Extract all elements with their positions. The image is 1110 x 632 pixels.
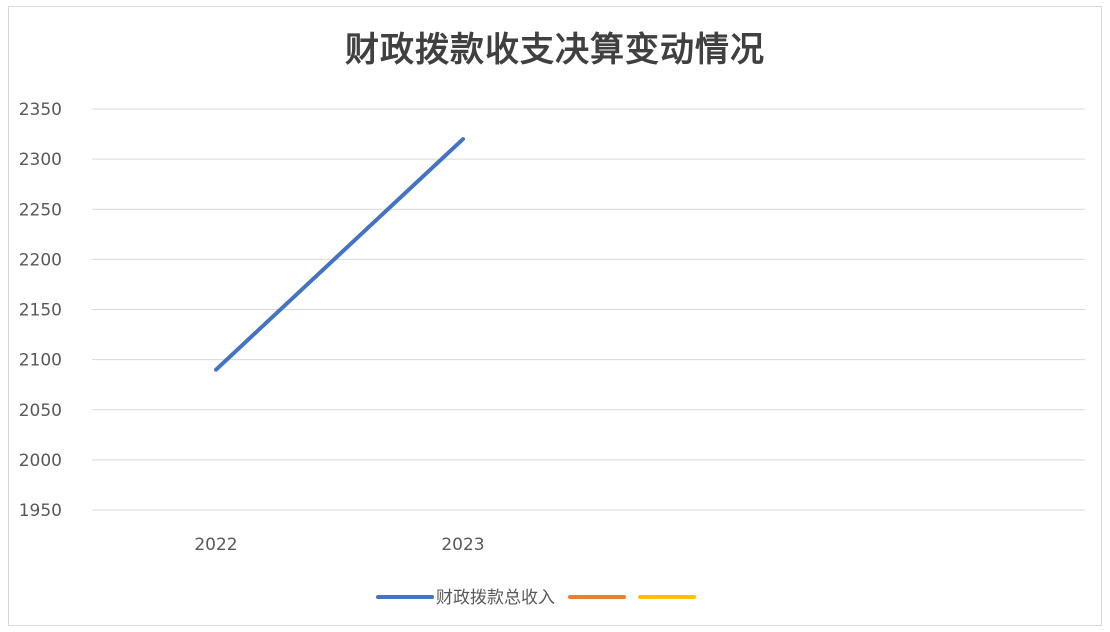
legend: 财政拨款总收入 bbox=[376, 588, 696, 608]
y-tick-label: 2200 bbox=[19, 250, 62, 270]
y-tick-label: 1950 bbox=[19, 501, 62, 521]
x-axis-ticks: 2022 2023 bbox=[194, 535, 484, 555]
x-tick-label: 2023 bbox=[441, 535, 484, 555]
y-tick-label: 2000 bbox=[19, 451, 62, 471]
y-tick-label: 2350 bbox=[19, 100, 62, 120]
y-axis-ticks: 1950 2000 2050 2100 2150 2200 2250 2300 2350 bbox=[19, 100, 62, 521]
x-tick-label: 2022 bbox=[194, 535, 237, 555]
y-tick-label: 2300 bbox=[19, 150, 62, 170]
series-line-0 bbox=[214, 137, 465, 372]
gridlines bbox=[92, 108, 1085, 511]
y-tick-label: 2250 bbox=[19, 200, 62, 220]
chart-title: 财政拨款收支决算变动情况 bbox=[345, 30, 765, 70]
y-tick-label: 2150 bbox=[19, 301, 62, 321]
y-tick-label: 2100 bbox=[19, 351, 62, 371]
legend-label-0: 财政拨款总收入 bbox=[436, 588, 555, 608]
y-tick-label: 2050 bbox=[19, 401, 62, 421]
series-lines bbox=[214, 137, 465, 372]
